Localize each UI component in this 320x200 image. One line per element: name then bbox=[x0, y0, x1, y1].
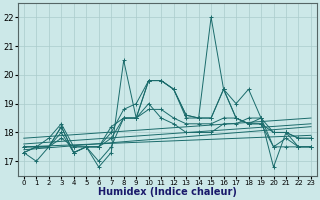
X-axis label: Humidex (Indice chaleur): Humidex (Indice chaleur) bbox=[98, 187, 237, 197]
